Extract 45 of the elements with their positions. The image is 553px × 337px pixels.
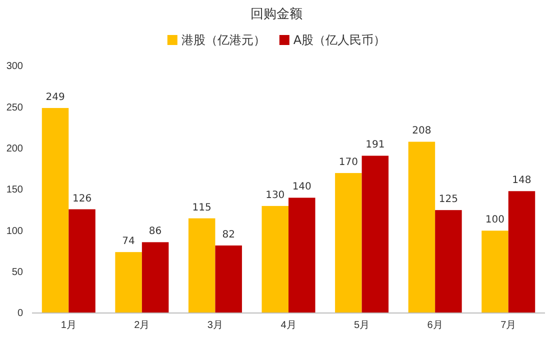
y-tick-label: 0 xyxy=(17,308,24,320)
y-tick-label: 50 xyxy=(12,267,24,278)
x-tick-label: 4月 xyxy=(280,320,296,332)
bar xyxy=(215,245,242,313)
x-tick-label: 5月 xyxy=(354,320,370,332)
data-label: 208 xyxy=(412,126,432,137)
data-label: 115 xyxy=(192,202,212,214)
bar xyxy=(435,210,462,313)
bar xyxy=(362,156,389,313)
bar xyxy=(115,252,142,313)
bar xyxy=(508,191,536,313)
bar xyxy=(188,218,216,313)
x-tick-label: 7月 xyxy=(500,320,516,332)
bar xyxy=(262,206,288,313)
bar xyxy=(68,209,96,313)
y-tick-label: 100 xyxy=(6,226,24,237)
legend-label: A股（亿人民币） xyxy=(293,33,386,47)
data-label: 126 xyxy=(72,193,92,204)
data-label: 86 xyxy=(148,226,162,238)
x-tick-label: 6月 xyxy=(427,320,443,332)
data-label: 249 xyxy=(46,92,65,103)
y-tick-label: 150 xyxy=(6,184,24,196)
data-label: 191 xyxy=(366,140,385,151)
data-label: 125 xyxy=(438,194,458,206)
data-label: 100 xyxy=(485,214,505,226)
x-tick-label: 2月 xyxy=(134,320,150,332)
y-tick-label: 250 xyxy=(6,102,24,114)
y-tick-label: 200 xyxy=(6,144,24,155)
y-tick-label: 300 xyxy=(6,61,24,72)
data-label: 170 xyxy=(338,157,358,168)
bar xyxy=(288,198,316,313)
bar xyxy=(408,142,436,313)
bar xyxy=(42,108,69,313)
x-tick-label: 3月 xyxy=(207,320,223,332)
bar xyxy=(482,230,508,313)
data-label: 74 xyxy=(122,236,135,248)
data-label: 82 xyxy=(222,229,235,240)
legend-label: 港股（亿港元） xyxy=(181,33,266,47)
x-tick-label: 1月 xyxy=(60,320,76,332)
bar xyxy=(142,242,169,313)
bar xyxy=(335,173,362,313)
chart-title: 回购金额 xyxy=(250,7,302,22)
data-label: 140 xyxy=(292,182,312,193)
data-label: 148 xyxy=(512,175,532,186)
data-label: 130 xyxy=(266,190,285,201)
